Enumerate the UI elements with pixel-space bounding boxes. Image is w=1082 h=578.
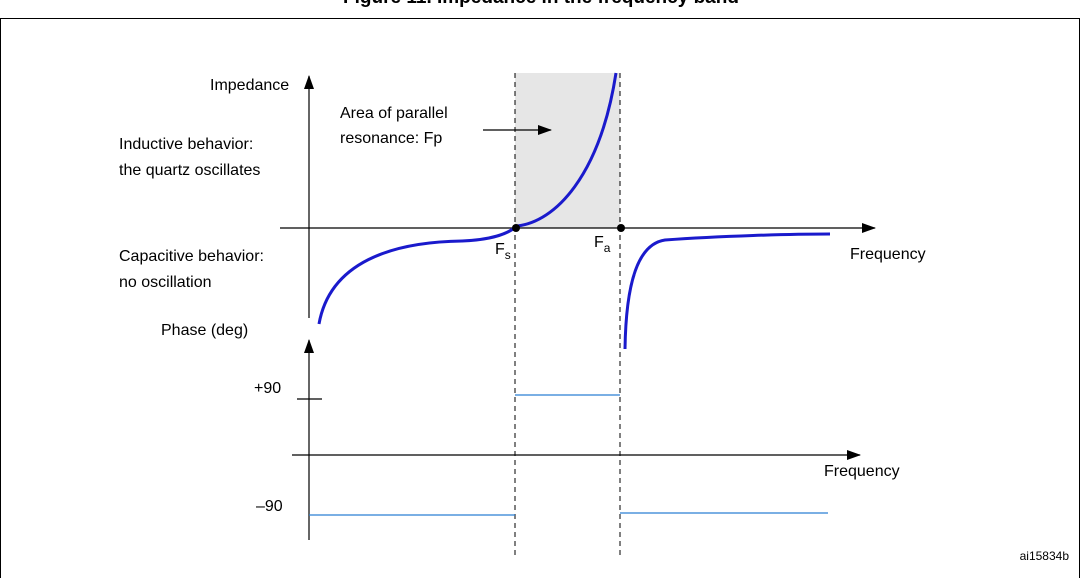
impedance-curve-antiresonance [623,232,831,350]
phase-frequency-label: Frequency [824,463,900,480]
plus-90-label: +90 [254,380,281,397]
fa-point [617,224,625,232]
fs-label: Fs [495,241,511,262]
impedance-frequency-label: Frequency [850,246,926,263]
fa-label: Fa [594,234,611,255]
inductive-label-line1: Inductive behavior: [119,136,253,153]
phase-axis-label: Phase (deg) [161,322,248,339]
figure-title: Figure 11. Impedance in the frequency ba… [0,0,1082,9]
area-label-line1: Area of parallel [340,105,448,122]
figure-code: ai15834b [1020,549,1070,563]
impedance-axis-label: Impedance [210,77,289,94]
capacitive-label-line2: no oscillation [119,274,212,291]
capacitive-label-line1: Capacitive behavior: [119,248,264,265]
fs-label-main: F [495,241,505,258]
minus-90-label: –90 [256,498,283,515]
fa-label-sub: a [604,241,611,255]
area-label-line2: resonance: Fp [340,130,442,147]
fs-label-sub: s [505,248,511,262]
inductive-label-line2: the quartz oscillates [119,162,260,179]
fa-label-main: F [594,234,604,251]
parallel-resonance-area [515,73,620,228]
figure-frame [0,18,1080,578]
fs-point [512,224,520,232]
impedance-curve-series [317,72,618,325]
